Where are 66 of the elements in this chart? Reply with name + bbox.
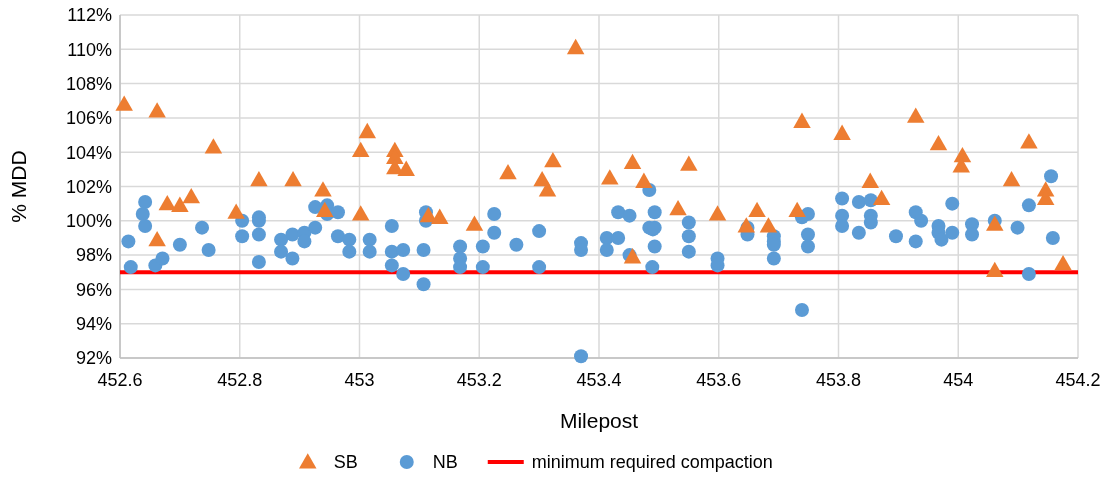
y-tick-label: 102%: [65, 176, 112, 197]
x-tick-label: 453: [344, 370, 375, 390]
point: [669, 200, 687, 216]
y-axis-title: % MDD: [7, 150, 30, 223]
point: [316, 201, 334, 218]
x-tick-label: 453.8: [815, 370, 862, 390]
x-tick-label: 453.6: [696, 370, 742, 390]
point: [1054, 254, 1072, 271]
point: [566, 38, 585, 55]
point: [538, 181, 557, 197]
point: [499, 164, 517, 180]
point: [314, 181, 332, 197]
point: [929, 134, 948, 151]
point: [148, 102, 166, 118]
x-tick-label: 454.2: [1055, 370, 1101, 390]
x-tick-label: 453.2: [456, 370, 502, 390]
y-tick-label: 112%: [67, 5, 112, 26]
y-tick-label: 104%: [65, 142, 112, 163]
point: [623, 248, 642, 264]
point: [635, 172, 653, 188]
legend-label: SB: [333, 452, 358, 472]
legend-label: NB: [432, 452, 458, 472]
point: [861, 172, 879, 188]
point: [1002, 170, 1021, 187]
point: [148, 230, 166, 247]
point: [1020, 133, 1038, 149]
point: [793, 112, 811, 128]
point: [544, 152, 562, 168]
y-tick-label: 92%: [75, 348, 112, 369]
y-tick-label: 110%: [67, 39, 112, 60]
x-tick-label: 452.8: [217, 370, 263, 390]
point: [115, 95, 133, 111]
x-axis-title: Milepost: [559, 409, 639, 432]
point: [227, 203, 245, 219]
y-tick-label: 100%: [65, 211, 112, 232]
y-tick-label: 108%: [65, 73, 112, 94]
point: [680, 155, 698, 171]
point: [182, 188, 200, 204]
point: [358, 122, 377, 139]
point: [708, 205, 727, 221]
point: [465, 215, 484, 231]
point: [250, 170, 268, 187]
point: [284, 170, 302, 187]
legend-label: minimum required compaction: [531, 452, 773, 472]
y-tick-label: 106%: [65, 108, 112, 129]
y-tick-label: 98%: [75, 245, 112, 266]
point: [351, 205, 370, 221]
x-tick-label: 453.4: [576, 370, 622, 390]
point: [759, 217, 778, 233]
x-tick-label: 454: [943, 370, 974, 390]
y-tick-label: 94%: [75, 314, 112, 334]
x-tick-label: 452.6: [97, 370, 143, 390]
point: [601, 169, 619, 185]
point: [204, 138, 223, 154]
point: [833, 124, 851, 140]
point: [430, 208, 449, 224]
point: [351, 141, 370, 158]
point: [986, 261, 1004, 278]
point: [788, 201, 806, 218]
point: [906, 107, 925, 123]
point: [623, 153, 642, 170]
point: [171, 196, 189, 212]
point: [397, 160, 415, 176]
point: [748, 201, 766, 218]
point: [872, 189, 891, 206]
y-tick-label: 96%: [75, 279, 112, 300]
